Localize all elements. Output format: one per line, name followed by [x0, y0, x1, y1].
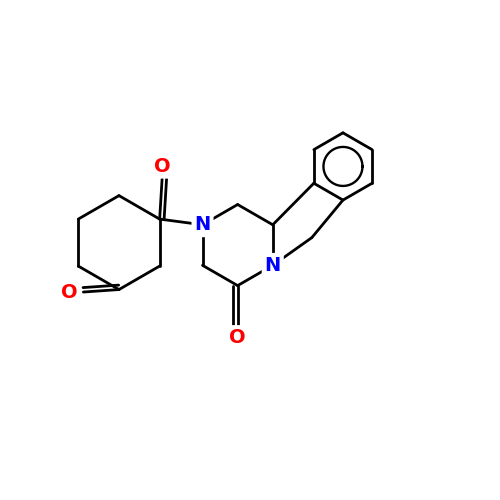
Text: N: N [194, 216, 210, 234]
Text: O: O [230, 328, 246, 347]
Text: O: O [61, 282, 78, 302]
Text: N: N [264, 256, 281, 275]
Text: O: O [154, 156, 170, 176]
